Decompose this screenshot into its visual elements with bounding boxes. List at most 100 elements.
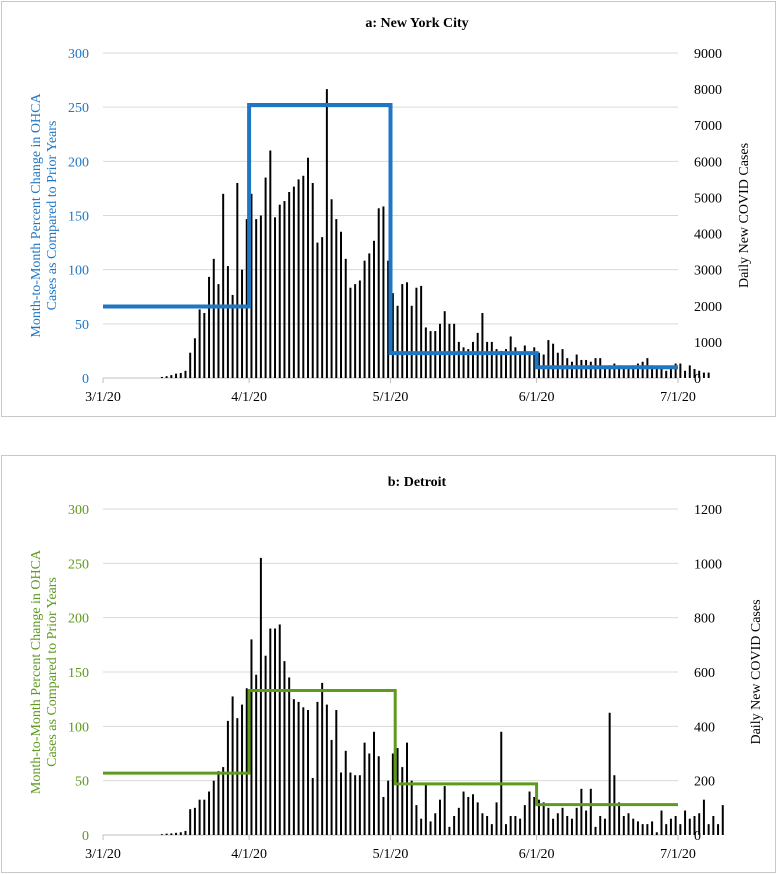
- covid-case-bar: [297, 701, 300, 835]
- covid-case-bar: [382, 796, 385, 835]
- covid-case-bar: [321, 237, 324, 378]
- covid-case-bar: [679, 363, 682, 378]
- covid-case-bar: [165, 376, 168, 378]
- right-tick-label: 1000: [694, 336, 722, 351]
- covid-case-bar: [453, 323, 456, 378]
- chart-title: b: Detroit: [388, 475, 447, 490]
- right-axis-label: Daily New COVID Cases: [749, 599, 764, 744]
- right-tick-label: 200: [694, 775, 715, 790]
- covid-case-bar: [250, 193, 253, 378]
- covid-case-bar: [453, 815, 456, 835]
- covid-case-bar: [641, 824, 644, 835]
- covid-case-bar: [212, 780, 215, 835]
- covid-case-bar: [217, 284, 220, 378]
- covid-case-bar: [552, 818, 555, 835]
- covid-case-bar: [429, 821, 432, 835]
- x-tick-label: 3/1/20: [85, 390, 121, 405]
- covid-case-bar: [651, 365, 654, 378]
- covid-case-bar: [316, 242, 319, 378]
- covid-case-bar: [160, 834, 163, 835]
- covid-case-bar: [420, 285, 423, 378]
- covid-case-bar: [514, 347, 517, 378]
- covid-case-bar: [608, 712, 611, 835]
- covid-case-bar: [665, 824, 668, 835]
- covid-case-bar: [636, 363, 639, 378]
- covid-case-bar: [698, 370, 701, 378]
- covid-case-bar: [335, 219, 338, 378]
- covid-case-bar: [528, 354, 531, 378]
- covid-case-bar: [170, 375, 173, 378]
- covid-case-bar: [523, 345, 526, 378]
- covid-case-bar: [358, 775, 361, 835]
- covid-case-bar: [420, 818, 423, 835]
- covid-case-bar: [241, 704, 244, 835]
- covid-case-bar: [674, 363, 677, 378]
- covid-case-bar: [580, 788, 583, 835]
- right-tick-label: 800: [694, 612, 715, 627]
- covid-case-bar: [340, 772, 342, 835]
- covid-case-bar: [368, 753, 371, 835]
- covid-case-bar: [401, 767, 404, 835]
- covid-case-bar: [212, 258, 215, 378]
- covid-case-bar: [354, 284, 357, 378]
- covid-case-bar: [222, 193, 225, 378]
- covid-case-bar: [358, 280, 361, 378]
- right-tick-label: 600: [694, 666, 715, 681]
- covid-case-bar: [660, 367, 663, 378]
- covid-case-bar: [396, 748, 399, 835]
- left-axis-label: Month-to-Month Percent Change in OHCA: [29, 93, 44, 338]
- detroit-chart: b: Detroit 3/1/20 4/1/20 5/1/20 6/1/20 7/1/2…: [29, 475, 764, 862]
- x-tick-label: 4/1/20: [231, 847, 267, 862]
- x-tick-label: 3/1/20: [85, 847, 121, 862]
- covid-case-bar: [504, 349, 507, 378]
- covid-case-bar: [288, 192, 291, 378]
- covid-case-bar: [231, 696, 234, 835]
- right-tick-label: 400: [694, 720, 715, 735]
- covid-case-bar: [321, 682, 324, 835]
- covid-case-bar: [160, 376, 163, 378]
- covid-case-bar: [707, 372, 710, 378]
- covid-case-bar: [410, 305, 413, 378]
- covid-case-bar: [184, 370, 187, 378]
- covid-case-bar: [292, 186, 295, 378]
- covid-case-bar: [198, 309, 201, 378]
- covid-case-bar: [684, 810, 687, 835]
- covid-case-bar: [448, 826, 451, 835]
- left-tick-label: 100: [68, 720, 89, 735]
- covid-case-bar: [622, 367, 625, 378]
- covid-case-bar: [288, 677, 291, 835]
- covid-case-bar: [231, 294, 234, 378]
- covid-case-bar: [561, 349, 564, 378]
- left-tick-label: 300: [68, 47, 89, 62]
- right-tick-label: 0: [694, 372, 701, 387]
- left-tick-label: 150: [68, 666, 89, 681]
- covid-case-bar: [613, 363, 616, 378]
- covid-case-bar: [349, 287, 352, 378]
- covid-case-bar: [707, 824, 710, 835]
- covid-case-bar: [259, 215, 262, 378]
- covid-case-bar: [561, 807, 564, 835]
- covid-case-bar: [467, 349, 470, 378]
- left-tick-label: 200: [68, 155, 89, 170]
- covid-case-bar: [382, 206, 385, 378]
- left-tick-label: 50: [75, 318, 89, 333]
- covid-case-bar: [297, 179, 300, 378]
- chart-title: a: New York City: [365, 16, 468, 31]
- right-tick-label: 1000: [694, 557, 722, 572]
- right-tick-label: 0: [694, 829, 701, 844]
- covid-case-bar: [490, 341, 493, 378]
- covid-case-bar: [349, 772, 352, 835]
- covid-case-bar: [476, 332, 479, 378]
- covid-case-bar: [189, 809, 192, 835]
- covid-case-bar: [245, 688, 248, 835]
- covid-case-bar: [495, 349, 498, 378]
- left-tick-label: 200: [68, 612, 89, 627]
- covid-case-bar: [415, 805, 418, 835]
- covid-case-bar: [457, 807, 460, 835]
- covid-case-bar: [340, 231, 342, 378]
- covid-case-bar: [434, 813, 437, 835]
- covid-case-bar: [255, 674, 258, 835]
- covid-case-bar: [641, 361, 644, 378]
- covid-case-bar: [274, 217, 277, 378]
- right-tick-label: 4000: [694, 228, 722, 243]
